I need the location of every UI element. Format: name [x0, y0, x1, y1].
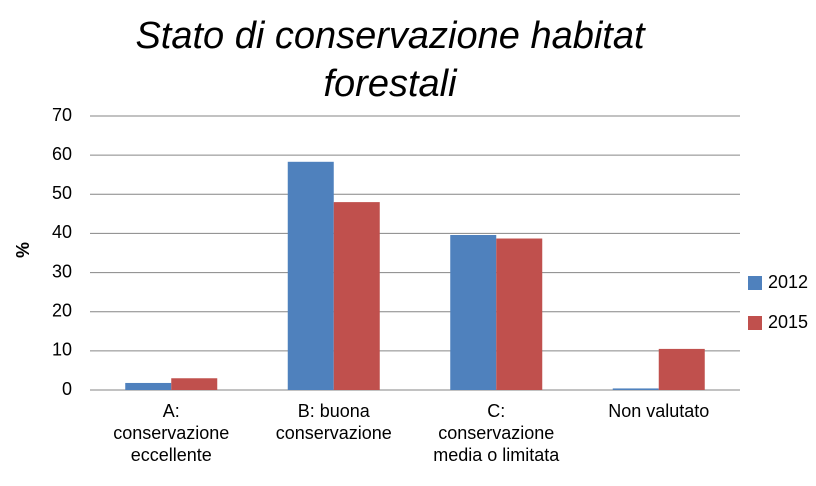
- bar: [450, 234, 497, 390]
- y-tick-label: 0: [62, 379, 72, 399]
- x-tick-label: conservazione: [113, 423, 229, 443]
- x-tick-label: conservazione: [438, 423, 554, 443]
- x-tick-label: conservazione: [276, 423, 392, 443]
- y-tick-label: 20: [52, 300, 72, 320]
- chart-title: Stato di conservazione habitat forestali: [135, 15, 645, 105]
- y-tick-label: 60: [52, 144, 72, 164]
- y-axis-label: %: [13, 242, 33, 258]
- bar: [496, 238, 543, 390]
- y-tick-label: 10: [52, 340, 72, 360]
- x-tick-label: media o limitata: [433, 445, 560, 465]
- y-tick-label: 40: [52, 222, 72, 242]
- legend-swatch: [748, 276, 762, 290]
- bar: [612, 388, 659, 390]
- bar: [333, 202, 380, 390]
- x-tick-label: A:: [163, 401, 180, 421]
- x-tick-label: B: buona: [298, 401, 371, 421]
- legend-label: 2012: [768, 272, 808, 292]
- bar: [125, 382, 172, 390]
- legend-label: 2015: [768, 312, 808, 332]
- y-tick-label: 30: [52, 261, 72, 281]
- y-tick-label: 50: [52, 183, 72, 203]
- bar: [171, 378, 218, 390]
- bar: [287, 161, 334, 390]
- x-tick-label: C:: [487, 401, 505, 421]
- legend-swatch: [748, 316, 762, 330]
- y-tick-label: 70: [52, 105, 72, 125]
- bar: [658, 348, 705, 390]
- x-tick-label: eccellente: [131, 445, 212, 465]
- x-tick-label: Non valutato: [608, 401, 709, 421]
